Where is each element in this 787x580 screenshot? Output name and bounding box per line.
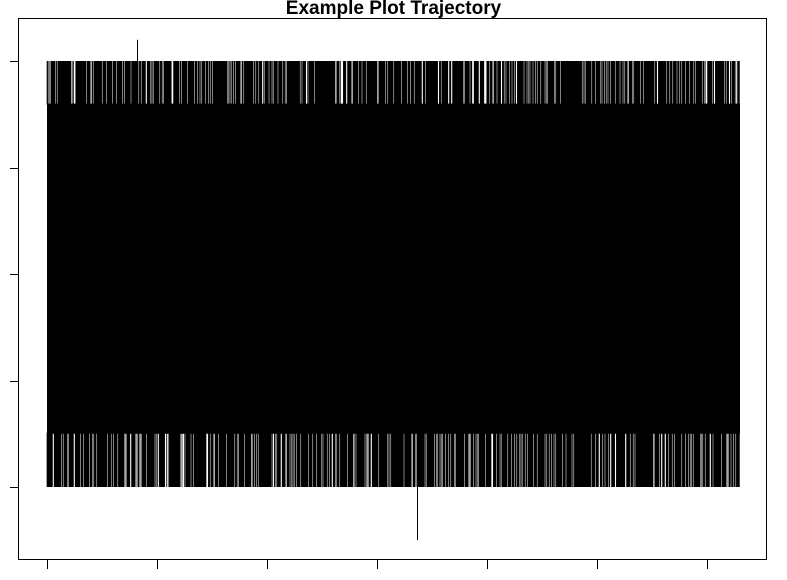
- plot-frame: [18, 18, 767, 560]
- trace-lower-band: [46, 432, 740, 487]
- trace-core: [47, 103, 740, 434]
- y-axis: [10, 61, 18, 488]
- x-axis: [47, 560, 708, 569]
- chart-title: Example Plot Trajectory: [285, 0, 502, 19]
- trajectory-trace: [46, 39, 740, 541]
- trace-upper-band: [46, 61, 740, 105]
